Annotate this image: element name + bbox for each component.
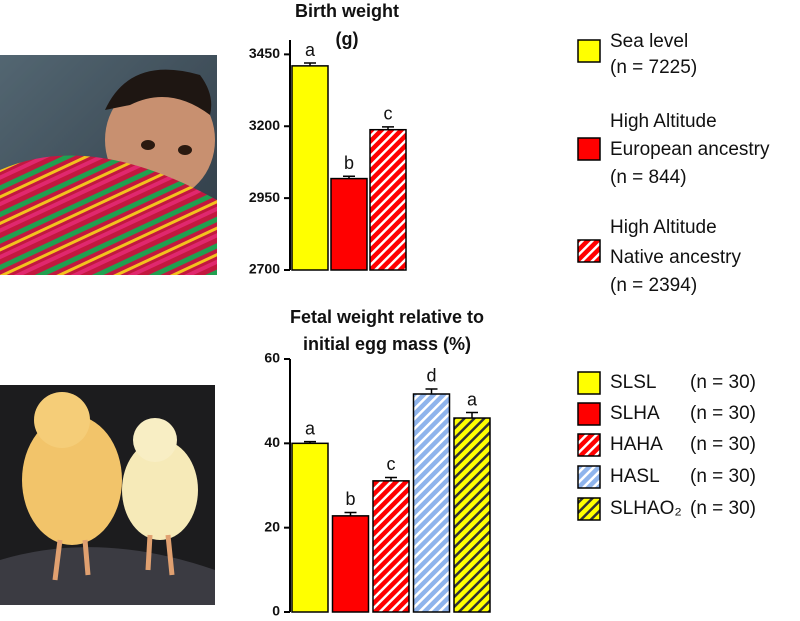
bar: [330, 177, 368, 271]
legend-label: (n = 844): [610, 167, 687, 188]
bar: [291, 65, 329, 271]
y-tick-label: 20: [264, 518, 280, 534]
significance-label: d: [426, 366, 436, 386]
significance-label: b: [345, 489, 355, 509]
legend-swatch: [577, 402, 601, 426]
error-bar: [344, 511, 357, 516]
chicks-photo: [0, 385, 215, 605]
bar: [331, 515, 370, 613]
error-bar: [304, 440, 316, 444]
legend-swatch: [577, 371, 601, 395]
error-bar: [385, 476, 397, 481]
error-bar: [343, 175, 355, 179]
significance-label: b: [344, 153, 354, 173]
chart-title: (g): [336, 29, 359, 49]
y-tick-label: 60: [264, 350, 280, 366]
legend-n: (n = 30): [690, 434, 756, 455]
bar: [369, 128, 407, 271]
error-bar: [382, 126, 394, 130]
legend-swatch: [577, 39, 601, 63]
legend-label: Native ancestry: [610, 247, 741, 268]
bar: [372, 480, 410, 613]
chart-title: initial egg mass (%): [303, 334, 471, 354]
y-tick-label: 3200: [249, 117, 280, 133]
legend-label: HASL: [610, 466, 660, 487]
legend-n: (n = 30): [690, 372, 756, 393]
legend-swatch: [577, 239, 601, 263]
y-tick-label: 0: [272, 603, 280, 619]
bar: [453, 417, 491, 613]
legend-swatch: [577, 137, 601, 161]
y-tick-label: 2700: [249, 261, 280, 277]
legend-n: (n = 30): [690, 403, 756, 424]
legend-swatch: [577, 433, 601, 457]
bar: [412, 393, 451, 613]
y-tick-label: 3450: [249, 45, 280, 61]
legend-label: (n = 2394): [610, 275, 697, 296]
significance-label: a: [305, 40, 316, 60]
chart-title: Fetal weight relative to: [290, 307, 484, 327]
legend-label: European ancestry: [610, 139, 770, 160]
error-bar: [304, 62, 316, 66]
y-tick-label: 2950: [249, 189, 280, 205]
error-bar: [466, 411, 478, 419]
legend-label: HAHA: [610, 434, 663, 455]
significance-label: a: [467, 389, 478, 409]
legend-label: High Altitude: [610, 217, 717, 238]
legend-label: (n = 7225): [610, 57, 697, 78]
legend-swatch: [577, 465, 601, 489]
legend-label: SLSL: [610, 372, 656, 393]
legend-swatch: [577, 497, 601, 521]
bar: [291, 442, 329, 613]
legend-label: Sea level: [610, 31, 688, 52]
significance-label: c: [387, 454, 396, 474]
legend-n: (n = 30): [690, 498, 756, 519]
significance-label: a: [305, 418, 316, 438]
significance-label: c: [384, 104, 393, 124]
error-bar: [425, 388, 438, 394]
y-tick-label: 40: [264, 434, 280, 450]
baby-photo: [0, 55, 217, 275]
chart-title: Birth weight: [295, 1, 399, 21]
legend-label: High Altitude: [610, 111, 717, 132]
legend-label: SLHAO₂: [610, 498, 682, 519]
legend-n: (n = 30): [690, 466, 756, 487]
legend-label: SLHA: [610, 403, 660, 424]
